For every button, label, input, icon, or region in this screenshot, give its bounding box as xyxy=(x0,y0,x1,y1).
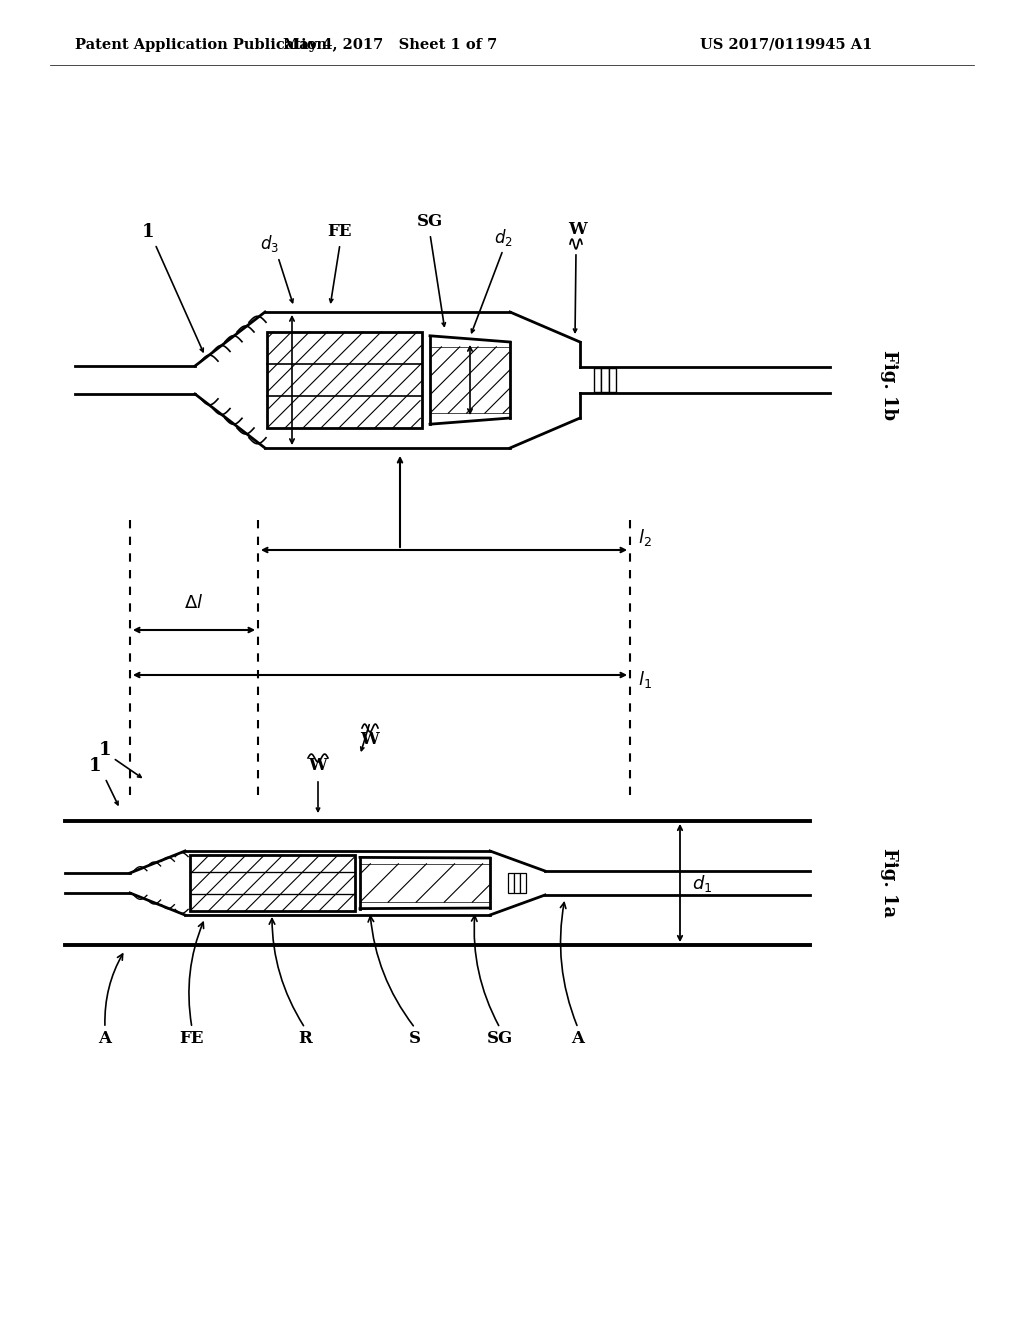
Text: SG: SG xyxy=(486,1030,513,1047)
Text: $d_1$: $d_1$ xyxy=(692,873,713,894)
Text: W: W xyxy=(308,758,328,775)
Bar xyxy=(594,368,601,392)
Bar xyxy=(267,331,422,428)
Text: W: W xyxy=(568,222,588,239)
Text: SG: SG xyxy=(417,214,443,231)
Bar xyxy=(514,873,520,894)
Bar xyxy=(520,873,526,894)
Text: FE: FE xyxy=(328,223,352,240)
Text: US 2017/0119945 A1: US 2017/0119945 A1 xyxy=(700,38,872,51)
Text: Fig. 1a: Fig. 1a xyxy=(880,849,898,917)
Bar xyxy=(608,368,616,392)
Text: Patent Application Publication: Patent Application Publication xyxy=(75,38,327,51)
Text: Fig. 1b: Fig. 1b xyxy=(880,350,898,420)
Bar xyxy=(360,863,490,902)
Text: A: A xyxy=(98,1030,112,1047)
Bar xyxy=(601,368,608,392)
Text: 1: 1 xyxy=(141,223,155,242)
Bar xyxy=(508,873,514,894)
Text: FE: FE xyxy=(180,1030,204,1047)
Text: $\Delta l$: $\Delta l$ xyxy=(184,594,204,612)
Text: 1: 1 xyxy=(89,756,101,775)
Text: 1: 1 xyxy=(98,741,112,759)
Text: S: S xyxy=(409,1030,421,1047)
Text: R: R xyxy=(298,1030,312,1047)
Text: $d_3$: $d_3$ xyxy=(260,234,280,255)
Text: A: A xyxy=(571,1030,585,1047)
Text: $d_2$: $d_2$ xyxy=(494,227,512,248)
Text: $l_1$: $l_1$ xyxy=(638,669,652,690)
Bar xyxy=(190,855,355,911)
Text: $l_2$: $l_2$ xyxy=(638,528,651,549)
Bar xyxy=(430,347,510,413)
Text: W: W xyxy=(360,731,379,748)
Text: May 4, 2017   Sheet 1 of 7: May 4, 2017 Sheet 1 of 7 xyxy=(283,38,497,51)
